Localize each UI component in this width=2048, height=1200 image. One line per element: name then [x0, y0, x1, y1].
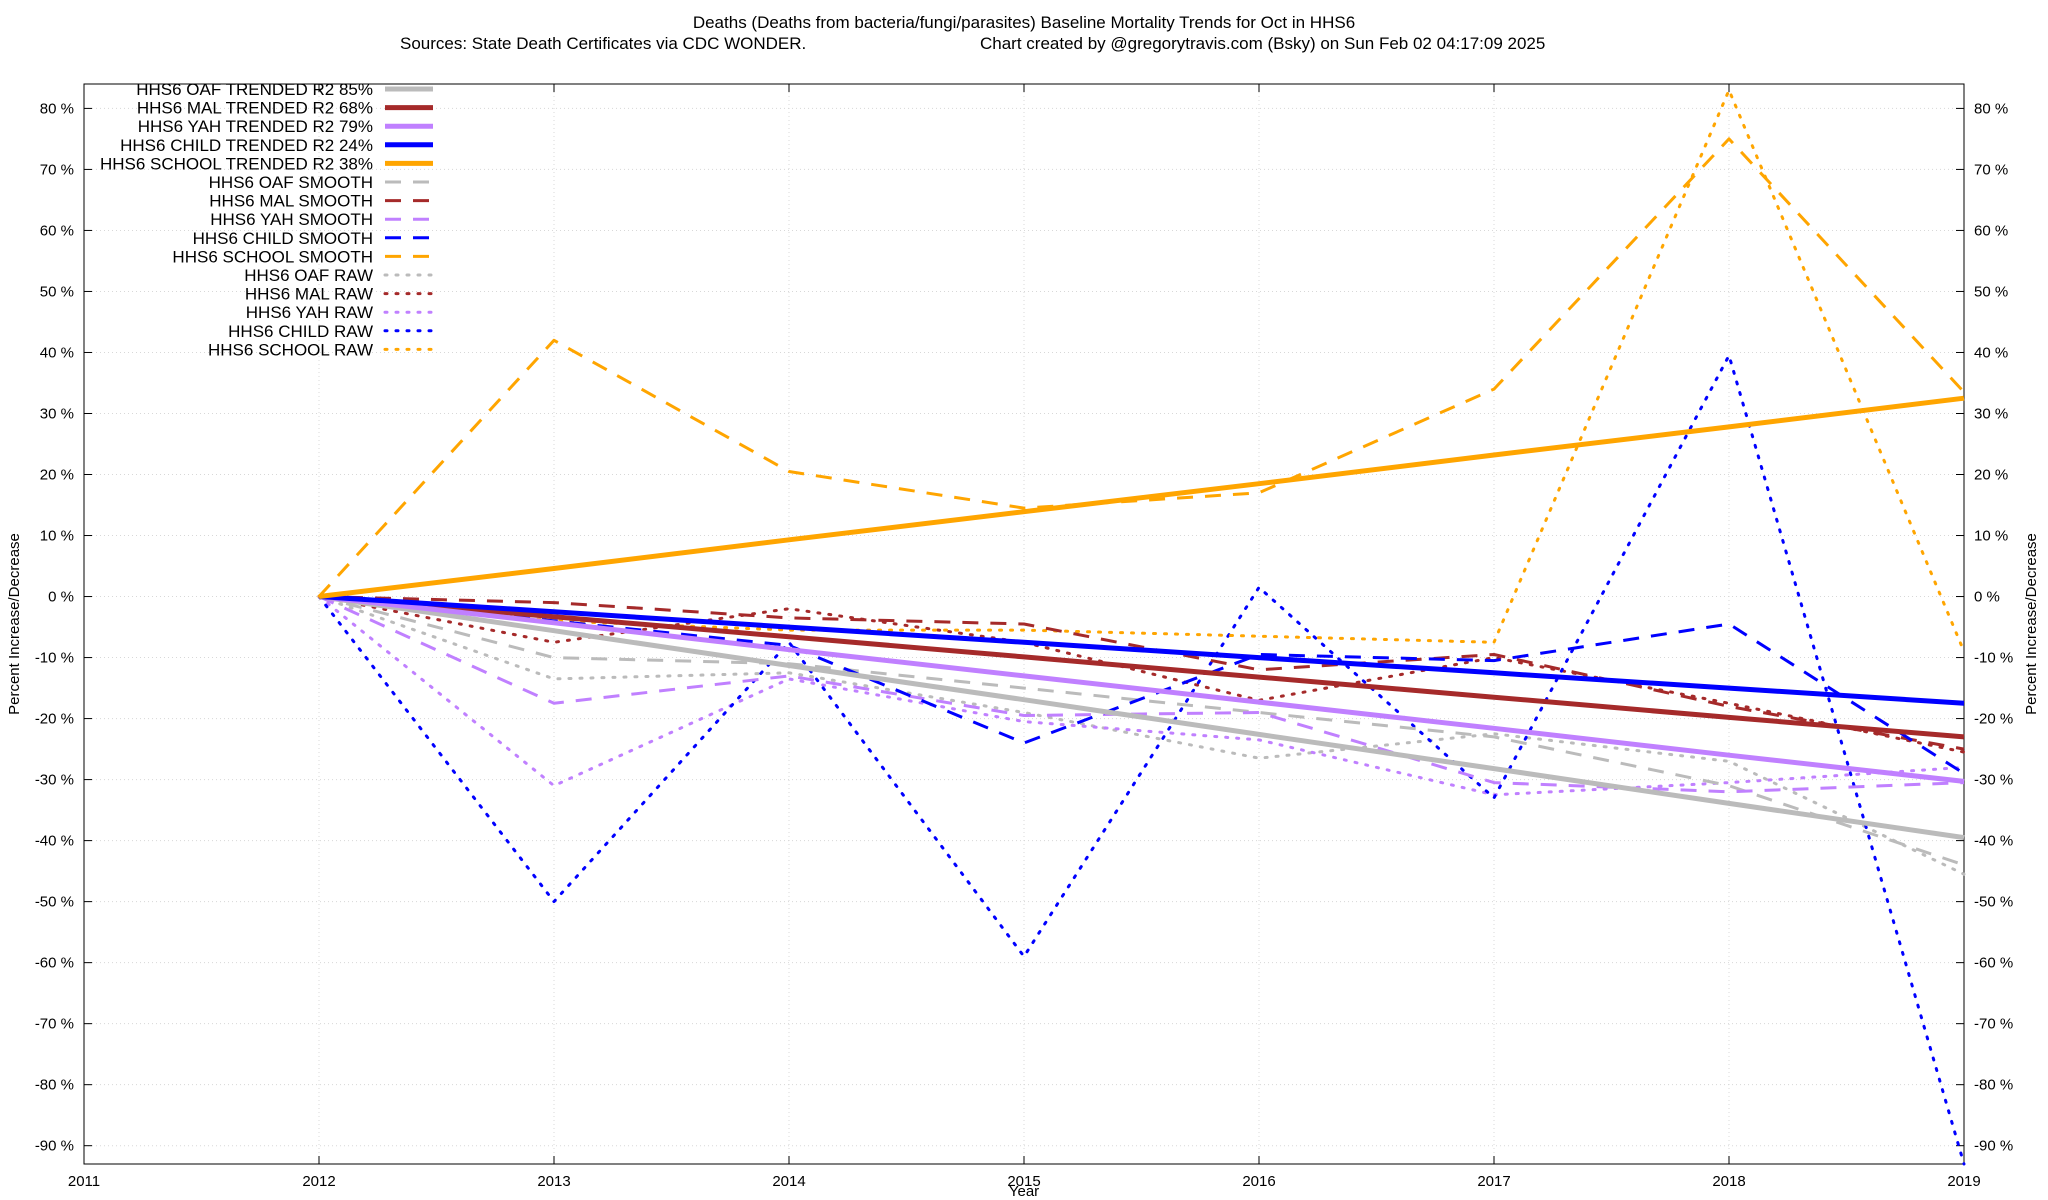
series-lines — [317, 88, 1966, 1166]
y-tick-label-right: -90 % — [1974, 1138, 2013, 1155]
y-tick-label-right: 0 % — [1974, 589, 2000, 606]
legend-label-hhs6-mal-smooth: HHS6 MAL SMOOTH — [209, 192, 373, 211]
legend-label-hhs6-oaf-raw: HHS6 OAF RAW — [244, 266, 373, 285]
legend-label-hhs6-child-trended-r2-24: HHS6 CHILD TRENDED R2 24% — [120, 136, 373, 155]
x-tick-label: 2015 — [1007, 1173, 1040, 1190]
legend-label-hhs6-school-raw: HHS6 SCHOOL RAW — [208, 340, 373, 359]
x-tick-label: 2013 — [537, 1173, 570, 1190]
y-tick-label-right: 30 % — [1974, 405, 2008, 422]
series-line-hhs6-child-smooth — [318, 595, 1965, 775]
legend-label-hhs6-mal-trended-r2-68: HHS6 MAL TRENDED R2 68% — [137, 99, 373, 118]
y-tick-label-left: -60 % — [35, 955, 74, 972]
x-tick-label: 2017 — [1477, 1173, 1510, 1190]
legend-label-hhs6-school-smooth: HHS6 SCHOOL SMOOTH — [172, 247, 373, 266]
x-tick-label: 2016 — [1242, 1173, 1275, 1190]
y-tick-label-left: 0 % — [48, 589, 74, 606]
legend-label-hhs6-school-trended-r2-38: HHS6 SCHOOL TRENDED R2 38% — [100, 154, 373, 173]
legend-label-hhs6-yah-smooth: HHS6 YAH SMOOTH — [210, 210, 373, 229]
y-tick-label-right: -70 % — [1974, 1016, 2013, 1033]
legend-label-hhs6-child-raw: HHS6 CHILD RAW — [228, 322, 373, 341]
y-tick-label-left: 30 % — [40, 405, 74, 422]
series-line-hhs6-child-trended-r2-24 — [318, 594, 1965, 706]
series-line-hhs6-oaf-raw — [317, 595, 1966, 876]
legend-label-hhs6-yah-raw: HHS6 YAH RAW — [246, 303, 373, 322]
legend: HHS6 OAF TRENDED R2 85%HHS6 MAL TRENDED … — [100, 80, 435, 359]
series-line-hhs6-mal-raw — [317, 595, 1966, 754]
y-tick-label-right: 70 % — [1974, 161, 2008, 178]
legend-label-hhs6-oaf-trended-r2-85: HHS6 OAF TRENDED R2 85% — [136, 80, 373, 99]
series-line-hhs6-mal-smooth — [318, 595, 1965, 751]
y-tick-label-right: 10 % — [1974, 528, 2008, 545]
y-tick-label-left: 80 % — [40, 100, 74, 117]
y-tick-label-left: -80 % — [35, 1077, 74, 1094]
y-tick-label-right: 60 % — [1974, 222, 2008, 239]
series-line-hhs6-child-raw — [317, 354, 1966, 1166]
y-tick-label-right: 50 % — [1974, 283, 2008, 300]
series-line-hhs6-yah-smooth — [318, 595, 1965, 794]
y-tick-label-left: -40 % — [35, 833, 74, 850]
y-tick-label-right: -80 % — [1974, 1077, 2013, 1094]
y-tick-label-right: -50 % — [1974, 894, 2013, 911]
x-axis-label: Year — [1009, 1183, 1039, 1200]
series-line-hhs6-oaf-smooth — [318, 595, 1965, 867]
y-tick-label-left: -50 % — [35, 894, 74, 911]
y-axis-label-right: Percent Increase/Decrease — [2023, 533, 2040, 715]
y-tick-label-right: 40 % — [1974, 344, 2008, 361]
y-tick-label-right: -20 % — [1974, 711, 2013, 728]
y-tick-label-right: -40 % — [1974, 833, 2013, 850]
x-tick-label: 2019 — [1947, 1173, 1980, 1190]
x-tick-label: 2012 — [302, 1173, 335, 1190]
y-tick-label-left: 50 % — [40, 283, 74, 300]
legend-label-hhs6-child-smooth: HHS6 CHILD SMOOTH — [193, 229, 373, 248]
y-tick-label-left: 40 % — [40, 344, 74, 361]
y-tick-label-right: -60 % — [1974, 955, 2013, 972]
y-tick-label-left: -70 % — [35, 1016, 74, 1033]
chart-subtitle-left: Sources: State Death Certificates via CD… — [400, 34, 806, 53]
legend-label-hhs6-yah-trended-r2-79: HHS6 YAH TRENDED R2 79% — [138, 117, 373, 136]
axis-ticks: 2011 2012 2013 2014 2015 2016 2017 2018 2019 80 %… — [35, 84, 2013, 1190]
x-tick-label: 2014 — [772, 1173, 805, 1190]
series-line-hhs6-yah-trended-r2-79 — [318, 594, 1965, 784]
y-tick-label-right: -30 % — [1974, 772, 2013, 789]
y-tick-label-right: -10 % — [1974, 650, 2013, 667]
y-tick-label-left: 10 % — [40, 528, 74, 545]
series-line-hhs6-mal-trended-r2-68 — [318, 594, 1965, 740]
y-tick-label-left: 70 % — [40, 161, 74, 178]
y-axis-label-left: Percent Increase/Decrease — [6, 533, 23, 715]
y-tick-label-left: -10 % — [35, 650, 74, 667]
y-tick-label-left: -90 % — [35, 1138, 74, 1155]
series-line-hhs6-oaf-trended-r2-85 — [318, 594, 1965, 841]
chart-subtitle-right: Chart created by @gregorytravis.com (Bsk… — [980, 34, 1545, 53]
y-tick-label-right: 80 % — [1974, 100, 2008, 117]
y-tick-label-left: 20 % — [40, 467, 74, 484]
y-tick-label-left: -20 % — [35, 711, 74, 728]
series-line-hhs6-school-trended-r2-38 — [318, 395, 1965, 599]
legend-label-hhs6-mal-raw: HHS6 MAL RAW — [245, 285, 373, 304]
y-tick-label-left: 60 % — [40, 222, 74, 239]
legend-label-hhs6-oaf-smooth: HHS6 OAF SMOOTH — [209, 173, 373, 192]
x-tick-label: 2018 — [1712, 1173, 1745, 1190]
x-tick-label: 2011 — [68, 1173, 100, 1190]
series-line-hhs6-school-smooth — [317, 137, 1966, 598]
y-tick-label-right: 20 % — [1974, 467, 2008, 484]
y-tick-label-left: -30 % — [35, 772, 74, 789]
chart-title: Deaths (Deaths from bacteria/fungi/paras… — [693, 13, 1355, 32]
